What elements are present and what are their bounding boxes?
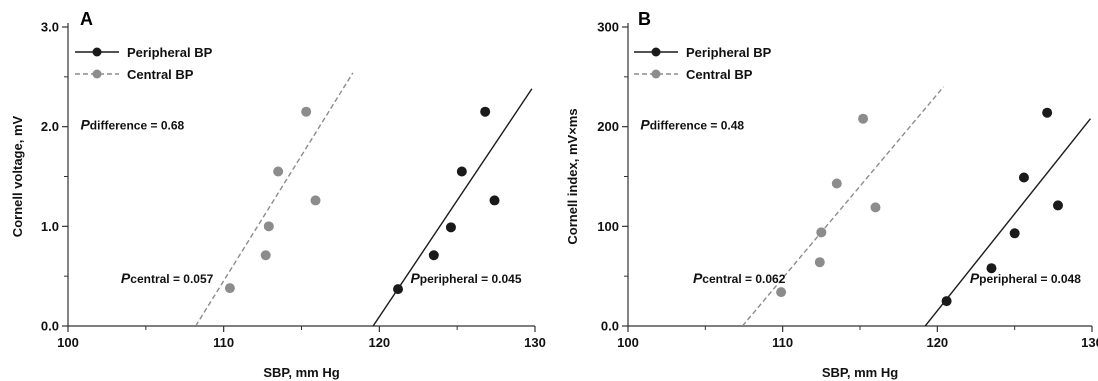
p-value-central: Pcentral = 0.057 (121, 270, 214, 286)
chart-panel-a: 100 110 120 130 0.0 1.0 2.0 3.0 SBP, mm Hg Cornel… (10, 9, 546, 380)
central-bp-point (260, 250, 271, 261)
x-tick-label: 120 (368, 335, 390, 350)
peripheral-bp-point (1018, 172, 1029, 183)
x-tick-label: 120 (926, 335, 948, 350)
y-tick-label: 1.0 (41, 219, 59, 234)
central-bp-point (310, 195, 321, 206)
p-subscript: central (130, 272, 169, 286)
legend-peripheral-bp-label: Peripheral BP (127, 45, 213, 60)
central-bp-point (301, 106, 312, 117)
p-value: = 0.057 (170, 272, 214, 286)
p-value-difference: Pdifference = 0.48 (640, 117, 744, 133)
x-tick-label: 100 (57, 335, 79, 350)
central-bp-point (814, 257, 825, 268)
y-axis-title: Cornell voltage, mV (10, 115, 25, 237)
p-subscript: peripheral (420, 272, 478, 286)
peripheral-bp-point (941, 296, 952, 307)
y-tick-label: 0.0 (41, 319, 59, 334)
peripheral-bp-point (489, 195, 500, 206)
peripheral-bp-point (445, 222, 456, 233)
x-tick-label: 110 (772, 335, 793, 350)
central-bp-fit-line (195, 72, 354, 326)
peripheral-bp-point (1052, 200, 1063, 211)
p-value: = 0.048 (1037, 272, 1081, 286)
p-value: = 0.045 (478, 272, 522, 286)
y-tick-label: 2.0 (41, 119, 59, 134)
central-bp-point (858, 113, 869, 124)
peripheral-bp-point (456, 166, 467, 177)
p-value: = 0.48 (707, 119, 744, 133)
y-tick-label: 0.0 (601, 319, 619, 334)
y-tick-label: 200 (597, 119, 619, 134)
x-axis-title: SBP, mm Hg (263, 365, 339, 380)
y-axis-title: Cornell index, mV×ms (565, 108, 580, 244)
y-tick-label: 100 (597, 219, 619, 234)
legend-peripheral-bp-label: Peripheral BP (686, 45, 772, 60)
p-symbol: P (121, 270, 131, 286)
panel-label: B (638, 9, 651, 29)
p-subscript: difference (650, 119, 708, 133)
panel-label: A (80, 9, 93, 29)
x-tick-label: 130 (1081, 335, 1098, 350)
p-subscript: peripheral (979, 272, 1037, 286)
peripheral-bp-point (986, 263, 997, 274)
p-symbol: P (410, 270, 420, 286)
p-symbol: P (640, 117, 650, 133)
x-tick-label: 130 (524, 335, 546, 350)
y-tick-label: 300 (597, 20, 619, 35)
central-bp-point (831, 178, 842, 189)
legend-central-bp-label: Central BP (127, 67, 194, 82)
central-bp-point (224, 283, 235, 294)
central-bp-point (870, 202, 881, 213)
legend-central-bp-marker (651, 69, 661, 79)
x-tick-label: 110 (213, 335, 234, 350)
p-value-central: Pcentral = 0.062 (693, 270, 786, 286)
legend-central-bp-marker (92, 69, 102, 79)
p-value: = 0.062 (742, 272, 786, 286)
peripheral-bp-point (1042, 107, 1053, 118)
p-value-peripheral: Pperipheral = 0.045 (410, 270, 521, 286)
legend-central-bp-label: Central BP (686, 67, 753, 82)
peripheral-bp-point (393, 284, 404, 295)
p-symbol: P (693, 270, 703, 286)
p-value: = 0.68 (147, 119, 184, 133)
x-axis-title: SBP, mm Hg (822, 365, 898, 380)
central-bp-fit-line (741, 86, 945, 326)
peripheral-bp-point (480, 106, 491, 117)
central-bp-point (273, 166, 284, 177)
central-bp-point (816, 227, 827, 238)
legend-peripheral-bp-marker (651, 47, 661, 57)
legend-peripheral-bp-marker (92, 47, 102, 57)
peripheral-bp-point (1009, 228, 1020, 239)
p-value-difference: Pdifference = 0.68 (80, 117, 184, 133)
p-value-peripheral: Pperipheral = 0.048 (970, 270, 1081, 286)
p-subscript: central (702, 272, 741, 286)
y-tick-label: 3.0 (41, 20, 59, 35)
central-bp-point (776, 287, 787, 298)
x-tick-label: 100 (617, 335, 639, 350)
central-bp-point (263, 221, 274, 232)
p-symbol: P (970, 270, 980, 286)
p-subscript: difference (90, 119, 148, 133)
peripheral-bp-point (428, 250, 439, 261)
p-symbol: P (80, 117, 90, 133)
